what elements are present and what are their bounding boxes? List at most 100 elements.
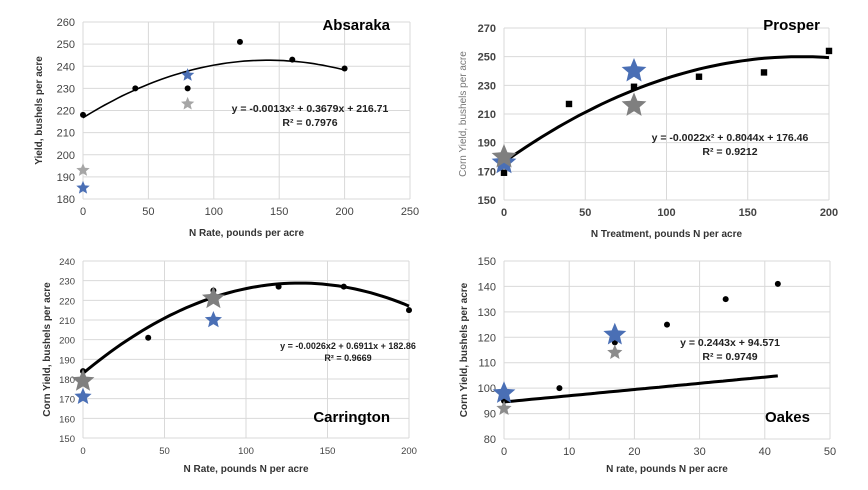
y-tick-label: 190 — [59, 355, 75, 366]
x-tick-label: 100 — [657, 207, 675, 219]
y-tick-label: 250 — [478, 52, 496, 64]
y-tick-label: 200 — [57, 150, 75, 162]
y-tick-label: 220 — [57, 106, 75, 118]
star-marker — [621, 92, 647, 116]
data-point — [341, 65, 348, 72]
y-tick-label: 110 — [478, 358, 496, 370]
y-tick-label: 190 — [57, 172, 75, 184]
data-point — [664, 321, 670, 328]
data-point — [289, 56, 296, 63]
trendline — [503, 374, 778, 404]
x-tick-label: 0 — [501, 446, 507, 458]
star-marker — [76, 163, 90, 176]
star-marker — [603, 322, 627, 345]
star-marker — [204, 311, 222, 328]
trendline — [82, 281, 410, 375]
x-tick-label: 200 — [820, 207, 838, 219]
x-axis-title: N rate, pounds N per acre — [606, 464, 728, 475]
star-marker — [202, 286, 225, 309]
r-squared-label: R² = 0.9212 — [702, 146, 757, 158]
y-tick-label: 250 — [57, 39, 75, 51]
data-point — [630, 83, 638, 90]
y-tick-label: 270 — [478, 23, 496, 35]
y-tick-label: 100 — [478, 383, 496, 395]
y-tick-label: 80 — [484, 434, 496, 446]
y-tick-label: 150 — [59, 434, 75, 445]
y-tick-label: 120 — [478, 332, 496, 344]
r-squared-label: R² = 0.9669 — [324, 353, 371, 363]
star-marker — [607, 344, 623, 359]
y-axis-title: Yield, bushels per acre — [34, 56, 45, 165]
data-point — [825, 47, 833, 55]
trendline — [82, 59, 345, 119]
data-point — [695, 73, 703, 80]
x-tick-label: 100 — [205, 206, 223, 218]
data-point — [184, 85, 191, 92]
chart-title: Oakes — [765, 409, 810, 426]
star-marker — [181, 96, 195, 110]
y-tick-label: 130 — [478, 307, 496, 319]
y-tick-label: 170 — [478, 166, 496, 178]
y-tick-label: 180 — [57, 194, 75, 206]
star-marker — [491, 144, 517, 168]
y-tick-label: 140 — [478, 281, 496, 293]
x-tick-label: 100 — [238, 446, 254, 457]
chart-title: Absaraka — [322, 17, 390, 34]
trendline-equation: y = -0.0013x² + 0.3679x + 216.71 — [232, 103, 389, 115]
chart-panel-carrington: 150 160 170 180 190 200 210 220 230 240 0 50 100 150 2… — [42, 257, 417, 475]
y-axis-title: Corn Yield, bushels per acre — [42, 282, 53, 417]
data-point — [774, 280, 781, 287]
y-axis-title: Corn Yield, bushels per acre — [459, 282, 470, 417]
x-axis-title: N Rate, pounds N per acre — [183, 464, 308, 475]
y-tick-label: 240 — [57, 61, 75, 73]
star-marker — [71, 369, 95, 391]
data-point — [500, 169, 508, 176]
data-point — [275, 283, 282, 290]
y-tick-label: 160 — [59, 414, 75, 425]
y-tick-label: 220 — [59, 296, 75, 307]
chart-panel-absaraka: 180 190 200 210 220 230 240 250 260 0 50 100 150 200 2… — [34, 17, 419, 239]
x-tick-label: 200 — [401, 446, 417, 457]
data-point — [760, 69, 768, 76]
data-point — [406, 307, 412, 314]
x-tick-label: 150 — [270, 206, 288, 218]
star-marker — [74, 387, 92, 404]
y-tick-label: 190 — [478, 138, 496, 150]
trendline — [503, 55, 830, 164]
x-tick-label: 50 — [159, 446, 170, 457]
chart-title: Carrington — [313, 409, 390, 426]
x-tick-label: 0 — [80, 446, 85, 457]
x-tick-label: 50 — [142, 206, 154, 218]
y-tick-label: 230 — [478, 80, 496, 92]
data-point — [145, 334, 152, 341]
x-tick-label: 10 — [563, 446, 575, 458]
y-tick-label: 210 — [59, 316, 75, 327]
y-tick-label: 260 — [57, 17, 75, 29]
data-point — [80, 111, 86, 118]
x-axis-title: N Treatment, pounds N per acre — [591, 229, 743, 240]
star-marker — [181, 68, 195, 81]
x-tick-label: 150 — [320, 446, 336, 457]
r-squared-label: R² = 0.9749 — [702, 351, 757, 363]
x-axis-title: N Rate, pounds per acre — [189, 228, 304, 239]
data-point — [236, 38, 243, 45]
data-point — [565, 100, 573, 108]
y-tick-label: 90 — [484, 409, 496, 421]
data-point — [556, 385, 563, 392]
y-tick-label: 150 — [478, 256, 496, 268]
star-marker — [492, 381, 516, 403]
y-tick-label: 240 — [59, 257, 75, 268]
data-point — [340, 283, 347, 290]
chart-panel-oakes: 80 90 100 110 120 130 140 150 0 10 20 30 40 50 N rate,… — [459, 256, 836, 475]
x-tick-label: 0 — [501, 207, 507, 219]
y-tick-label: 210 — [57, 128, 75, 140]
chart-title: Prosper — [763, 17, 820, 34]
x-tick-label: 50 — [579, 207, 591, 219]
chart-panel-prosper: 150 170 190 210 230 250 270 0 50 100 150 200 N Treat… — [458, 17, 838, 240]
x-tick-label: 30 — [693, 446, 705, 458]
x-tick-label: 50 — [824, 446, 836, 458]
trendline-equation: y = -0.0026x2 + 0.6911x + 182.86 — [280, 341, 416, 351]
y-axis-title: Corn Yield, bushels per acre — [458, 51, 469, 177]
x-tick-label: 250 — [401, 206, 419, 218]
